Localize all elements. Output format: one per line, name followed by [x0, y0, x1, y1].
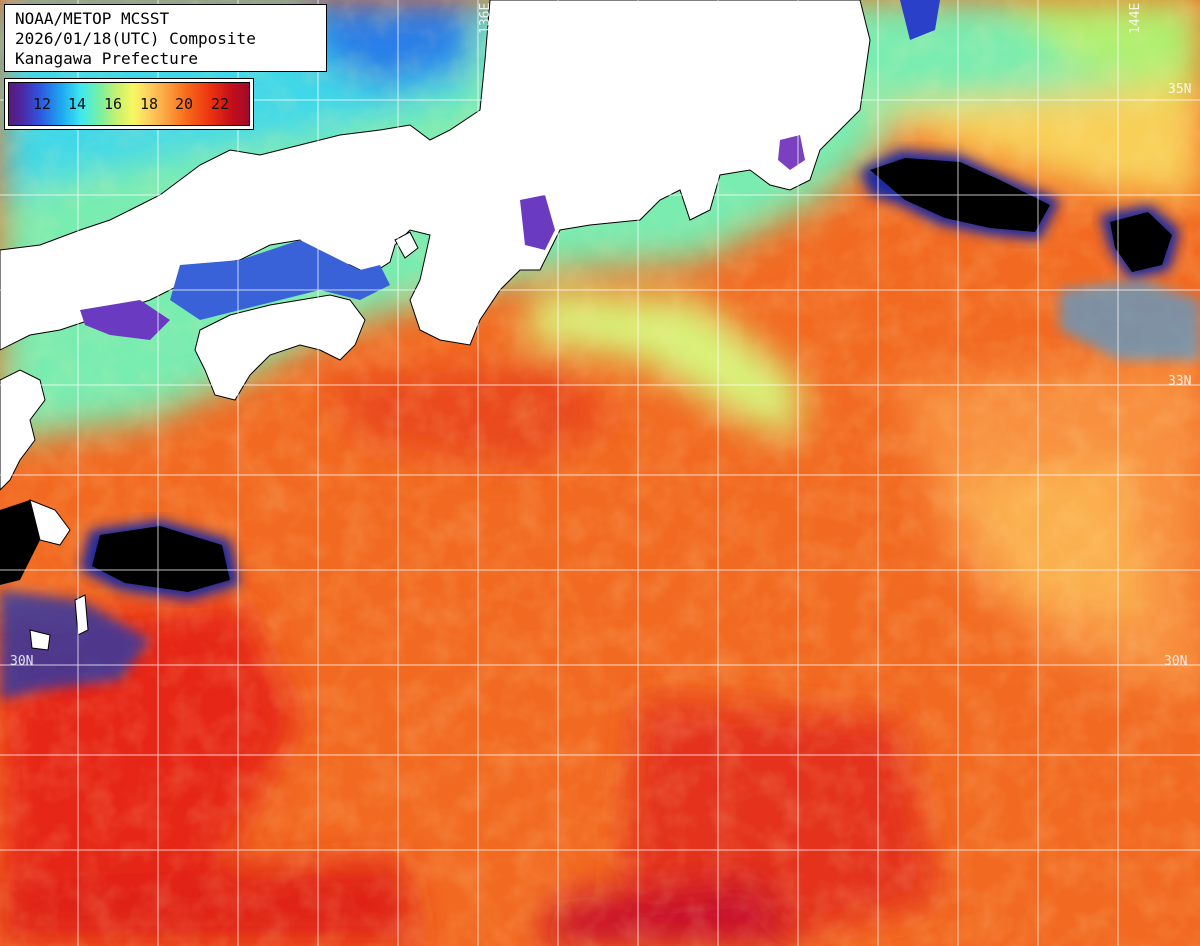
legend-tick-16: 16 [104, 95, 123, 113]
color-legend: 12 14 16 18 20 22 [4, 78, 254, 130]
lon-label-144e: 144E [1128, 2, 1143, 34]
legend-color-bar: 12 14 16 18 20 22 [8, 82, 250, 126]
legend-tick-12: 12 [33, 95, 52, 113]
lat-label-35n-right: 35N [1168, 82, 1192, 97]
lat-label-30n-left: 30N [10, 654, 34, 669]
legend-tick-22: 22 [211, 95, 230, 113]
legend-tick-14: 14 [68, 95, 87, 113]
legend-tick-18: 18 [140, 95, 159, 113]
legend-tick-20: 20 [175, 95, 194, 113]
product-name: NOAA/METOP MCSST [15, 9, 170, 28]
kyushu-landmass [0, 369, 46, 491]
inland-sea [80, 0, 940, 340]
lat-label-35-left: 35 [10, 374, 26, 389]
lon-label-136e: 136E [478, 2, 493, 34]
composite-date: 2026/01/18(UTC) Composite [15, 29, 256, 48]
map-title-box: NOAA/METOP MCSST 2026/01/18(UTC) Composi… [4, 4, 327, 72]
region-name: Kanagawa Prefecture [15, 49, 199, 68]
lat-label-33n-right: 33N [1168, 374, 1192, 389]
lat-label-30n-right: 30N [1164, 654, 1188, 669]
